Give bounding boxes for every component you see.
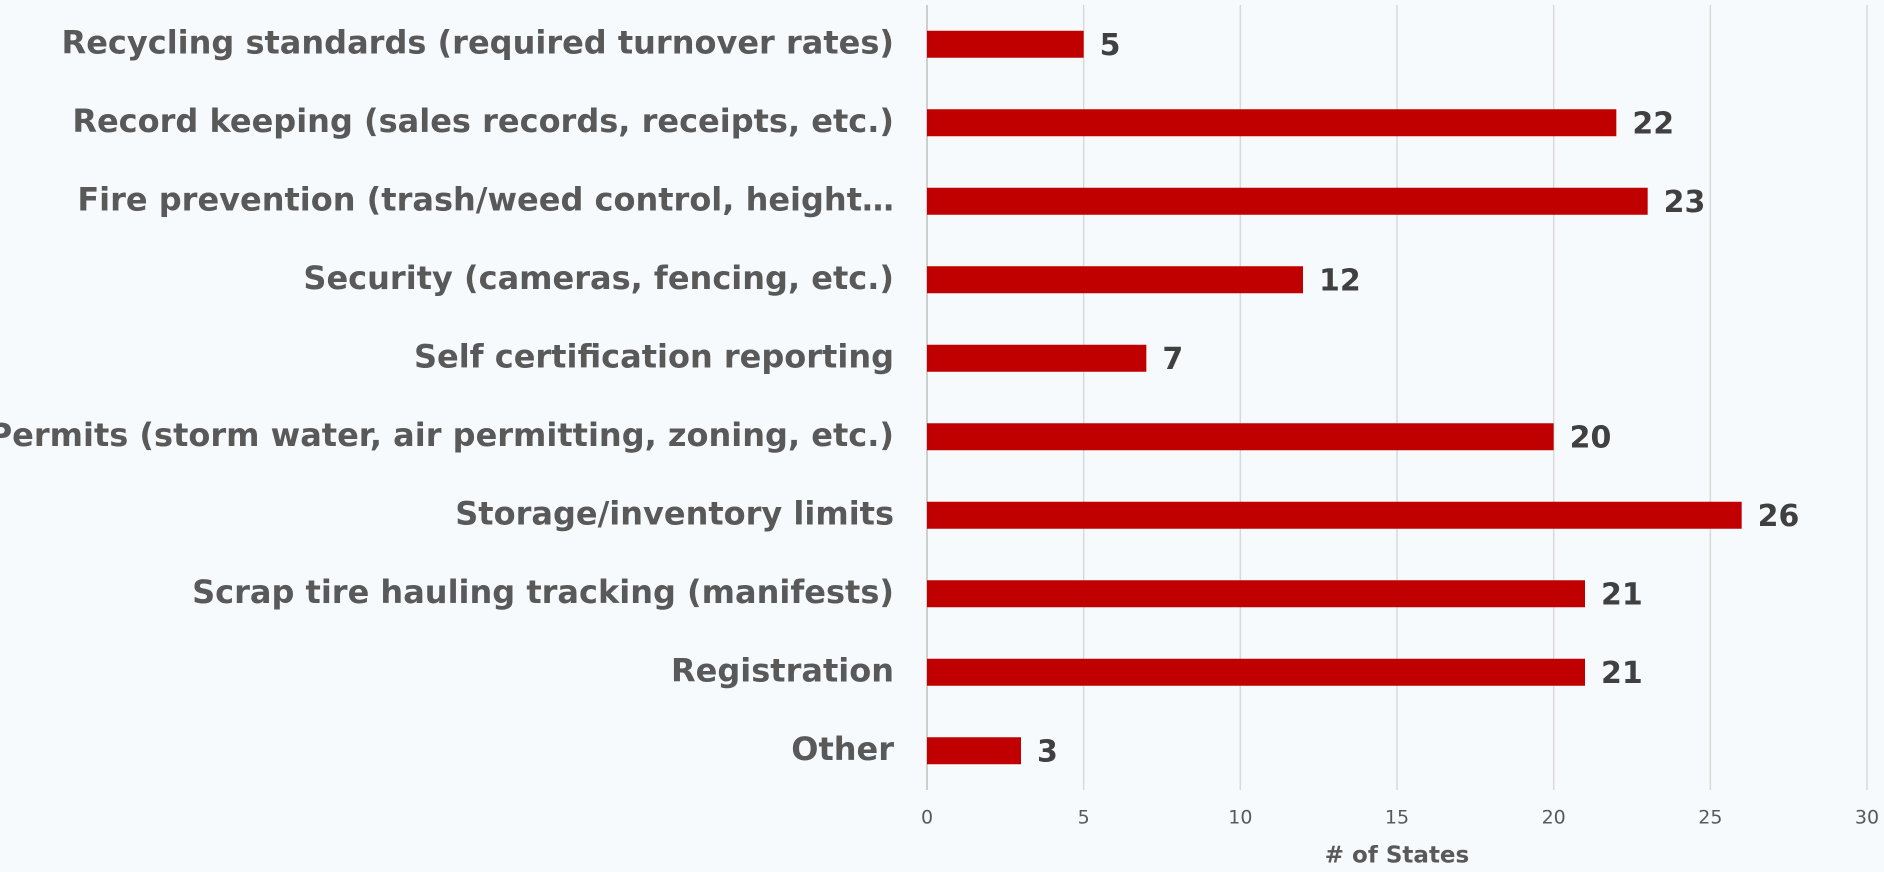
x-tick-label: 20 <box>1542 807 1566 829</box>
data-label: 21 <box>1601 577 1643 612</box>
x-tick-label: 30 <box>1855 807 1879 829</box>
y-tick-label: Security (cameras, fencing, etc.) <box>303 259 894 297</box>
data-label: 21 <box>1601 656 1643 691</box>
y-tick-label: Permits (storm water, air permitting, zo… <box>0 416 894 454</box>
bar <box>927 658 1585 686</box>
y-tick-label: Registration <box>671 651 894 689</box>
bar <box>927 737 1021 765</box>
bar <box>927 266 1303 294</box>
data-label: 22 <box>1632 106 1674 141</box>
y-tick-label: Fire prevention (trash/weed control, hei… <box>77 180 894 218</box>
x-tick-label: 5 <box>1078 807 1090 829</box>
bar <box>927 187 1648 215</box>
data-label: 3 <box>1037 734 1058 769</box>
bar <box>927 501 1742 529</box>
data-label: 12 <box>1319 263 1361 298</box>
data-label: 26 <box>1758 499 1800 534</box>
bar <box>927 344 1147 372</box>
data-label: 5 <box>1100 28 1121 63</box>
y-tick-label: Other <box>791 730 894 768</box>
data-label: 20 <box>1570 420 1612 455</box>
y-tick-label: Scrap tire hauling tracking (manifests) <box>192 573 894 611</box>
x-tick-label: 10 <box>1228 807 1252 829</box>
bar <box>927 30 1084 58</box>
x-tick-label: 25 <box>1698 807 1722 829</box>
bar <box>927 109 1617 137</box>
x-tick-label: 15 <box>1385 807 1409 829</box>
y-tick-label: Record keeping (sales records, receipts,… <box>72 102 894 140</box>
x-axis-title: # of States <box>1325 843 1469 869</box>
data-label: 23 <box>1664 185 1706 220</box>
y-tick-label: Recycling standards (required turnover r… <box>62 23 894 61</box>
data-label: 7 <box>1162 342 1183 377</box>
bar <box>927 423 1554 451</box>
y-tick-label: Storage/inventory limits <box>455 494 894 532</box>
bar <box>927 580 1585 608</box>
y-tick-label: Self certification reporting <box>414 337 894 375</box>
x-tick-label: 0 <box>921 807 933 829</box>
